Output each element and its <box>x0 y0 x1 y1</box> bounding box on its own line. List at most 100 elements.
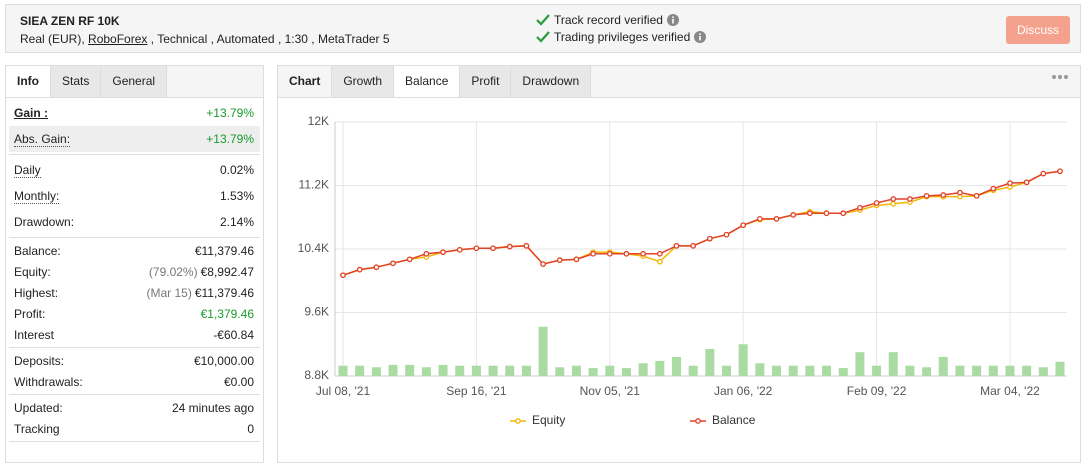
x-tick-label: Sep 16, '21 <box>446 384 507 398</box>
point <box>907 196 913 202</box>
tab[interactable]: Info <box>6 66 51 97</box>
bar <box>605 365 615 376</box>
point <box>690 242 697 249</box>
stat-label: Gain : <box>14 106 49 120</box>
tab[interactable]: Chart <box>278 66 333 97</box>
point <box>523 242 530 249</box>
point <box>840 210 847 217</box>
stats-row: Monthly: 1.53% <box>9 183 260 209</box>
stat-value: 24 minutes ago <box>171 400 254 415</box>
stat-label: Withdrawals: <box>14 374 83 389</box>
point <box>1040 170 1047 177</box>
point <box>890 196 897 202</box>
point <box>440 249 446 256</box>
stat-label: Equity: <box>14 264 51 279</box>
stat-value-wrap: 1.53% <box>220 189 254 203</box>
chart: 8.8K 9.6K 10.4K 11.2K 12K Jul 08, '21 Sep 16, … <box>298 114 1067 427</box>
stats-row: Highest: (Mar 15) €11,379.46 <box>9 282 260 303</box>
stats-row: Profit: €1,379.46 <box>9 303 260 324</box>
stat-value-wrap: €0.00 <box>224 375 254 389</box>
bar <box>488 365 498 376</box>
point <box>540 261 546 267</box>
bar <box>738 344 748 376</box>
bar <box>705 349 715 376</box>
verification-text: Trading privileges verified <box>554 30 691 44</box>
stat-note: (Mar 15) <box>146 285 192 300</box>
stats-row: Withdrawals: €0.00 <box>9 371 260 392</box>
point <box>790 212 797 218</box>
stat-label: Deposits: <box>14 353 65 368</box>
tab[interactable]: General <box>101 66 168 97</box>
bar <box>438 364 448 376</box>
bar <box>505 365 515 376</box>
point <box>606 250 613 257</box>
info-icon[interactable] <box>666 14 679 26</box>
bar <box>722 365 732 376</box>
bar <box>355 365 365 376</box>
bar <box>688 365 698 376</box>
stat-label: Balance: <box>14 243 61 258</box>
tab[interactable]: Profit <box>460 66 512 97</box>
bar <box>755 363 765 376</box>
point <box>590 250 596 257</box>
stats-group: Daily 0.02% Monthly: 1.53% Drawdown: 2.14% <box>9 155 260 238</box>
verification: Trading privileges verified <box>536 30 707 44</box>
stat-value: -€60.84 <box>213 327 254 342</box>
stat-value: 1.53% <box>219 189 254 203</box>
point <box>406 256 413 263</box>
stats-row: Gain : +13.79% <box>9 100 260 126</box>
stats-row: Interest -€60.84 <box>9 324 260 345</box>
bar <box>471 365 481 376</box>
stats-row: Updated: 24 minutes ago <box>9 397 260 418</box>
tab[interactable]: Stats <box>51 66 102 97</box>
point <box>506 243 513 250</box>
point <box>456 246 463 253</box>
point <box>640 250 646 257</box>
point <box>573 256 580 263</box>
stats-row: Tracking 0 <box>9 418 260 439</box>
stats-row: Equity: (79.02%) €8,992.47 <box>9 261 260 282</box>
tab[interactable]: Balance <box>394 66 461 97</box>
bar <box>855 352 865 376</box>
y-tick-label: 9.6K <box>304 305 329 319</box>
tab[interactable]: Drawdown <box>511 66 592 97</box>
broker-link[interactable]: RoboForex <box>88 32 148 46</box>
discuss-button[interactable]: Discuss <box>1006 16 1070 44</box>
stats-row: Drawdown: 2.14% <box>9 209 260 235</box>
x-tick-label: Jan 06, '22 <box>714 384 773 398</box>
info-icon[interactable] <box>694 31 707 43</box>
stat-label: Abs. Gain: <box>14 131 71 147</box>
point <box>823 210 830 217</box>
legend-marker <box>515 418 521 424</box>
stat-value: +13.79% <box>206 106 254 120</box>
stats-group: Deposits: €10,000.00 Withdrawals: €0.00 <box>9 348 260 395</box>
stat-label: Daily <box>14 162 41 178</box>
bar <box>888 352 898 376</box>
bar <box>872 365 882 376</box>
stats-tabs: Info Stats General <box>6 66 263 98</box>
point <box>923 192 930 199</box>
point <box>656 250 663 257</box>
stat-label: Drawdown: <box>14 215 75 229</box>
legend-marker <box>695 418 701 424</box>
stat-value-wrap: €10,000.00 <box>194 354 254 368</box>
account-info: Real (EUR), RoboForex , Technical , Auto… <box>20 32 390 46</box>
stat-value-wrap: +13.79% <box>206 106 254 120</box>
point <box>1057 168 1063 175</box>
menu-icon[interactable] <box>1052 74 1068 80</box>
y-tick-label: 11.2K <box>299 178 329 192</box>
bar <box>638 363 648 376</box>
stats-list: Gain : +13.79% Abs. Gain: +13.79% Daily 0.02%… <box>6 98 263 442</box>
bar <box>972 365 982 376</box>
check-icon <box>536 14 550 26</box>
tab[interactable]: Growth <box>332 66 395 97</box>
stats-row: Daily 0.02% <box>9 157 260 183</box>
stats-panel: Info Stats General Gain : +13.79% Abs. Gain:… <box>5 65 264 463</box>
stat-value-wrap: 0.02% <box>220 163 254 177</box>
stat-value-wrap: 24 minutes ago <box>172 401 254 415</box>
point <box>656 258 663 265</box>
x-tick-label: Nov 05, '21 <box>580 384 641 398</box>
stat-value: €0.00 <box>223 374 254 389</box>
point <box>973 192 980 199</box>
